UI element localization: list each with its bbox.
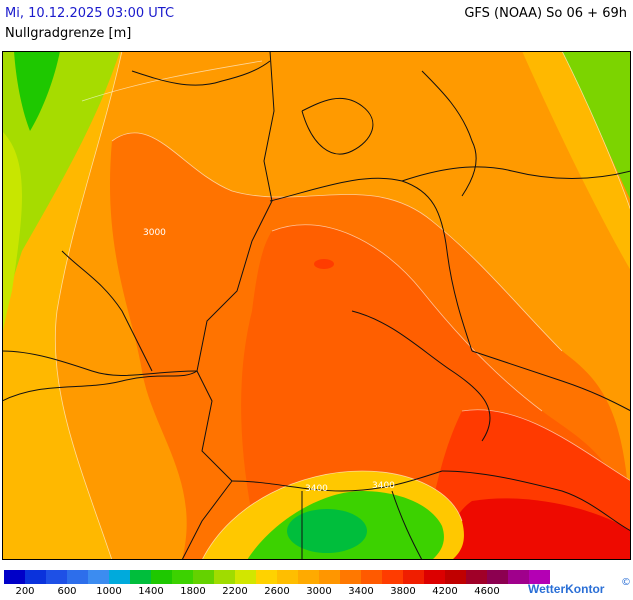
color-swatch xyxy=(88,570,109,584)
field-northwest-deepgreen xyxy=(14,51,60,131)
color-swatch xyxy=(508,570,529,584)
color-scale-tick-label: 3000 xyxy=(306,586,332,597)
color-scale-ticks: 200 600 1000 1400 1800 2200 2600 3000 3400 3800 42… xyxy=(4,586,524,598)
color-swatch xyxy=(298,570,319,584)
contour-label-3400-west: 3400 xyxy=(305,484,328,494)
color-swatch xyxy=(466,570,487,584)
color-swatch xyxy=(256,570,277,584)
contour-label-3400-east: 3400 xyxy=(372,481,395,491)
color-swatch xyxy=(4,570,25,584)
color-swatch xyxy=(25,570,46,584)
color-swatch xyxy=(424,570,445,584)
field-northeast-yellow xyxy=(522,51,631,271)
color-scale-tick-label: 2600 xyxy=(264,586,290,597)
color-scale-tick-label: 4200 xyxy=(432,586,458,597)
color-swatch xyxy=(151,570,172,584)
color-scale-tick-label: 2200 xyxy=(222,586,248,597)
model-run-info: GFS (NOAA) So 06 + 69h xyxy=(464,6,627,21)
copyright-mark: © xyxy=(621,577,631,588)
field-mountain-cell xyxy=(314,259,334,269)
color-swatch xyxy=(46,570,67,584)
brand-logo: WetterKontor xyxy=(528,582,605,596)
color-swatch xyxy=(109,570,130,584)
freezing-level-map: 3000 3400 3400 xyxy=(2,51,631,560)
color-swatch xyxy=(361,570,382,584)
map-frame xyxy=(2,51,631,560)
color-scale-tick-label: 200 xyxy=(15,586,35,597)
color-swatch xyxy=(403,570,424,584)
isolines xyxy=(54,51,631,560)
color-scale-tick-label: 600 xyxy=(57,586,77,597)
color-swatch xyxy=(172,570,193,584)
color-swatch xyxy=(340,570,361,584)
field-southeast-deepred xyxy=(442,498,631,560)
color-swatch xyxy=(214,570,235,584)
color-scale-tick-label: 3400 xyxy=(348,586,374,597)
color-scale-bar xyxy=(4,570,550,584)
country-borders xyxy=(2,51,631,560)
color-swatch xyxy=(235,570,256,584)
color-swatch xyxy=(445,570,466,584)
color-scale-tick-label: 4600 xyxy=(474,586,500,597)
color-swatch xyxy=(67,570,88,584)
field-northeast-green xyxy=(562,51,631,201)
field-west-lightgreen xyxy=(2,131,22,336)
color-swatch xyxy=(319,570,340,584)
color-scale-tick-label: 1000 xyxy=(96,586,122,597)
field-alps-deepgreen xyxy=(287,509,367,553)
forecast-datetime: Mi, 10.12.2025 03:00 UTC xyxy=(5,6,175,21)
contour-label-3000: 3000 xyxy=(143,228,166,238)
parameter-title: Nullgradgrenze [m] xyxy=(5,26,132,41)
color-scale-tick-label: 1800 xyxy=(180,586,206,597)
color-scale-tick-label: 3800 xyxy=(390,586,416,597)
color-swatch xyxy=(130,570,151,584)
color-scale-tick-label: 1400 xyxy=(138,586,164,597)
color-swatch xyxy=(277,570,298,584)
color-swatch xyxy=(193,570,214,584)
color-swatch xyxy=(487,570,508,584)
color-swatch xyxy=(382,570,403,584)
color-swatch xyxy=(529,570,550,584)
